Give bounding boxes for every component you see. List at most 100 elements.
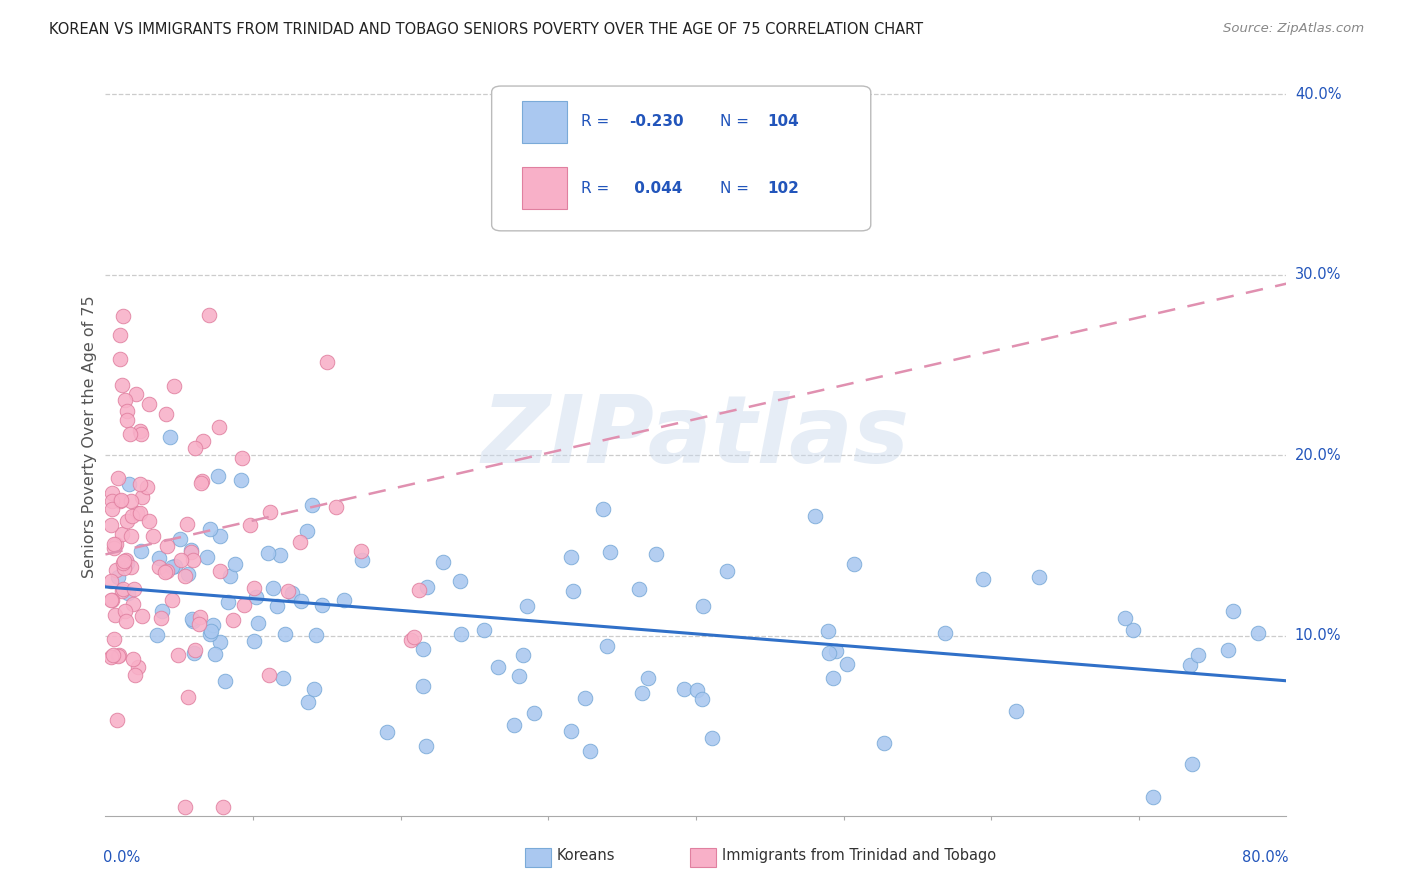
Point	[136, 480, 159, 494]
Point	[170, 553, 193, 567]
Point	[181, 553, 204, 567]
Point	[274, 626, 297, 640]
Point	[1247, 625, 1270, 640]
Point	[412, 641, 434, 656]
Point	[198, 627, 221, 641]
Point	[512, 648, 534, 663]
Text: Immigrants from Trinidad and Tobago: Immigrants from Trinidad and Tobago	[721, 848, 995, 863]
Text: 40.0%: 40.0%	[1295, 87, 1341, 102]
Point	[128, 476, 150, 491]
Point	[637, 671, 659, 685]
Point	[112, 561, 135, 575]
Point	[212, 800, 235, 814]
Text: 80.0%: 80.0%	[1243, 850, 1289, 865]
Point	[177, 690, 200, 704]
Point	[644, 547, 666, 561]
Point	[112, 554, 135, 568]
Point	[156, 565, 179, 579]
Point	[219, 569, 242, 583]
Text: 102: 102	[766, 180, 799, 195]
Text: -0.230: -0.230	[628, 114, 683, 129]
Point	[122, 651, 145, 665]
Point	[111, 582, 134, 596]
Point	[301, 499, 323, 513]
Point	[142, 528, 165, 542]
Point	[155, 407, 177, 421]
Text: 0.044: 0.044	[628, 180, 682, 195]
Point	[138, 514, 160, 528]
Point	[823, 671, 845, 685]
Point	[352, 552, 374, 566]
Point	[103, 541, 125, 555]
Point	[111, 527, 134, 541]
Point	[297, 695, 319, 709]
Text: 30.0%: 30.0%	[1295, 267, 1341, 282]
Text: 20.0%: 20.0%	[1295, 448, 1341, 463]
Point	[149, 611, 172, 625]
Point	[402, 630, 425, 644]
Point	[257, 668, 280, 682]
Point	[127, 506, 149, 520]
Point	[290, 594, 312, 608]
Point	[934, 626, 956, 640]
Point	[190, 475, 212, 490]
Point	[523, 706, 546, 720]
Point	[449, 574, 471, 588]
Point	[120, 427, 142, 442]
Point	[188, 616, 211, 631]
Point	[1005, 704, 1028, 718]
Point	[1142, 790, 1164, 805]
Point	[163, 378, 186, 392]
Point	[242, 634, 264, 648]
Point	[311, 598, 333, 612]
Point	[200, 624, 222, 638]
Point	[124, 668, 146, 682]
Point	[333, 592, 356, 607]
Point	[472, 624, 495, 638]
Point	[412, 679, 434, 693]
Point	[159, 430, 181, 444]
Point	[160, 593, 183, 607]
Point	[121, 508, 143, 523]
Point	[127, 660, 149, 674]
Point	[508, 669, 530, 683]
Text: KOREAN VS IMMIGRANTS FROM TRINIDAD AND TOBAGO SENIORS POVERTY OVER THE AGE OF 75: KOREAN VS IMMIGRANTS FROM TRINIDAD AND T…	[49, 22, 924, 37]
Point	[129, 426, 152, 441]
Point	[399, 633, 422, 648]
Point	[108, 648, 131, 662]
Text: R =: R =	[582, 180, 614, 195]
Point	[209, 635, 232, 649]
Point	[692, 599, 714, 614]
Point	[114, 604, 136, 618]
Point	[104, 607, 127, 622]
Point	[180, 545, 202, 559]
Point	[486, 660, 509, 674]
Bar	[690, 848, 716, 867]
Point	[702, 731, 724, 745]
Point	[129, 506, 152, 520]
Point	[105, 563, 128, 577]
Point	[198, 522, 221, 536]
Point	[103, 648, 125, 663]
Point	[108, 352, 131, 367]
Point	[115, 556, 138, 570]
Y-axis label: Seniors Poverty Over the Age of 75: Seniors Poverty Over the Age of 75	[82, 296, 97, 578]
Point	[101, 494, 124, 508]
Point	[198, 308, 221, 322]
Point	[1180, 658, 1202, 673]
Point	[450, 627, 472, 641]
Point	[121, 560, 143, 574]
Text: Koreans: Koreans	[557, 848, 614, 863]
Point	[111, 583, 134, 598]
Point	[574, 691, 596, 706]
Point	[173, 800, 195, 814]
Point	[673, 681, 696, 696]
Point	[302, 681, 325, 696]
Point	[579, 744, 602, 758]
Bar	[523, 167, 567, 209]
Point	[281, 586, 304, 600]
Text: ZIPatlas: ZIPatlas	[482, 391, 910, 483]
Point	[245, 591, 267, 605]
Point	[176, 517, 198, 532]
Point	[103, 632, 125, 646]
